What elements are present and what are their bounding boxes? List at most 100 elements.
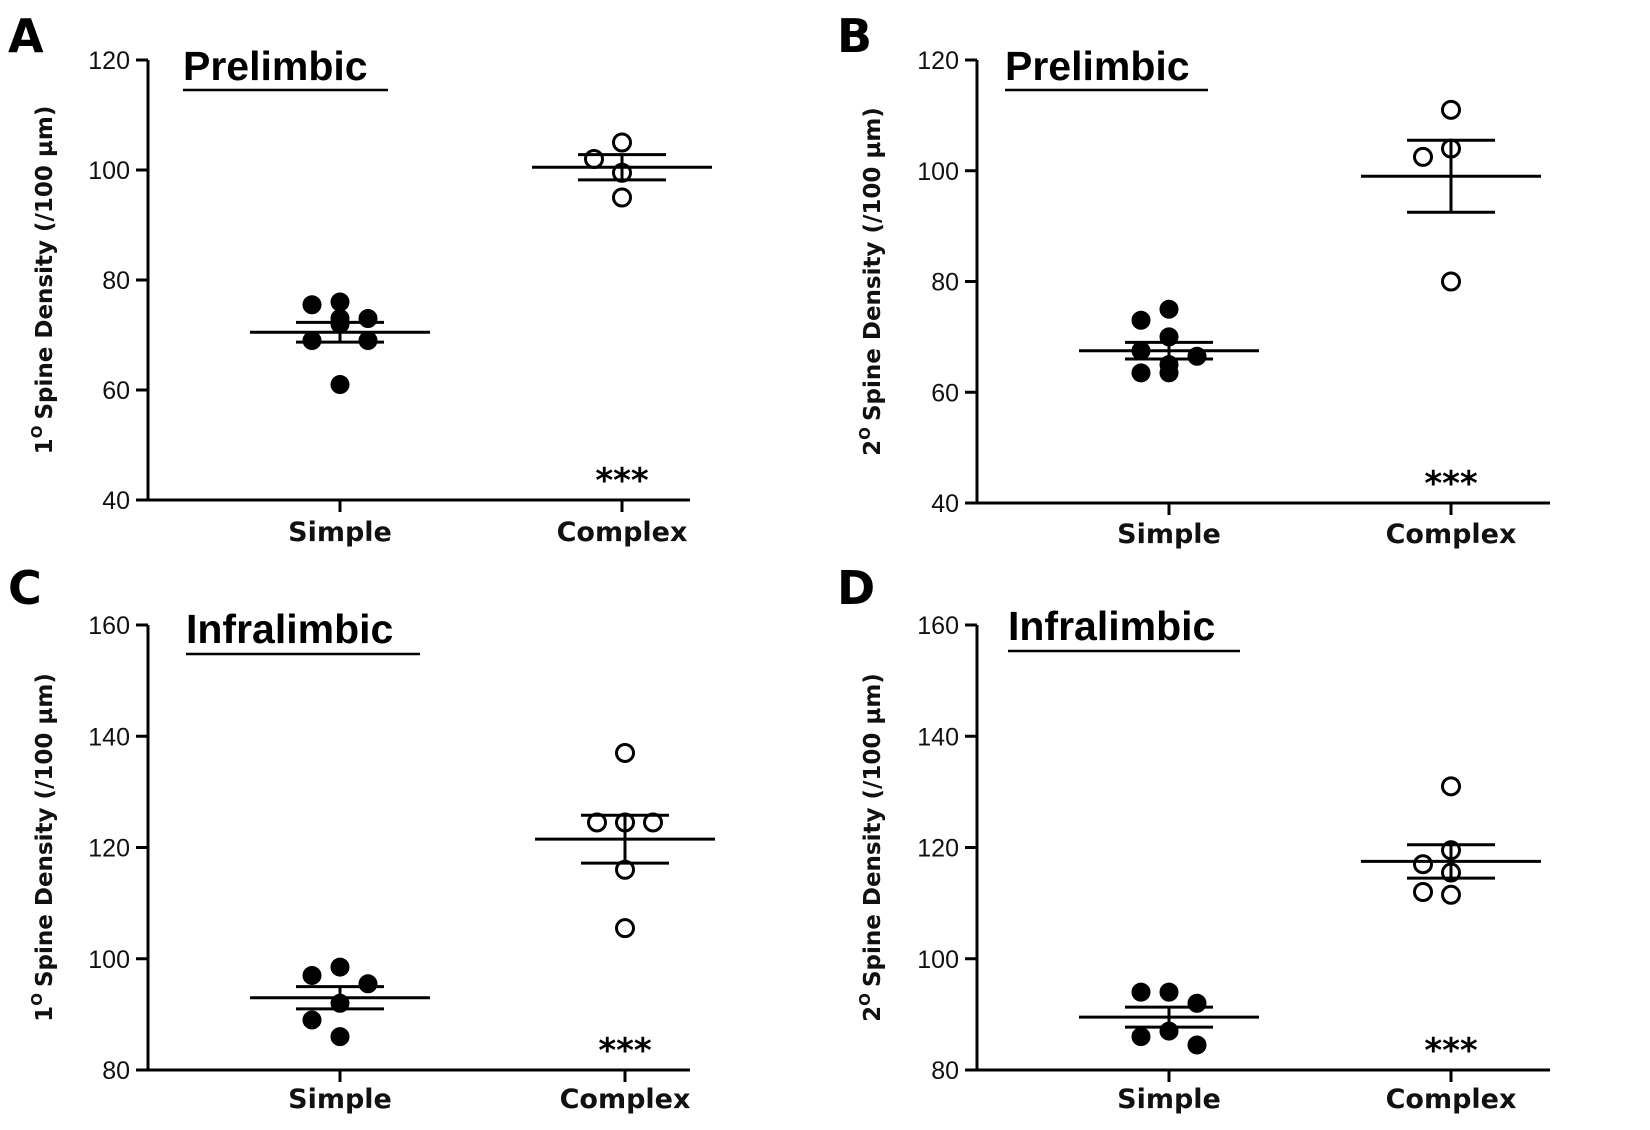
significance-label: *** (1424, 464, 1478, 504)
data-point (1159, 299, 1179, 319)
x-tick-label: Simple (1117, 519, 1221, 550)
data-point (1159, 982, 1179, 1002)
data-point (1413, 854, 1433, 875)
data-point (358, 331, 378, 350)
data-point (612, 187, 632, 208)
y-tick-label: 60 (931, 379, 959, 407)
y-tick-label: 140 (917, 723, 959, 751)
y-tick-label: 120 (917, 47, 959, 75)
y-axis-label-number: 2 (860, 440, 886, 456)
panel-title: Prelimbic (1005, 43, 1190, 89)
series-simple (250, 292, 430, 394)
panel-letter: A (8, 9, 44, 63)
data-point (330, 1027, 350, 1047)
y-tick-label: 80 (931, 1057, 959, 1085)
data-point (1187, 1035, 1207, 1055)
data-point (1187, 993, 1207, 1013)
x-tick-label: Simple (288, 517, 392, 548)
significance-label: *** (1424, 1031, 1478, 1071)
panel-letter: C (8, 561, 42, 615)
data-point (330, 292, 350, 312)
panel-letter: B (837, 9, 872, 63)
y-axis-label: 2O Spine Density (/100 µm) (856, 107, 886, 456)
y-tick-label: 120 (88, 835, 130, 863)
data-point (1441, 271, 1461, 292)
data-point (584, 149, 604, 169)
significance-label: *** (595, 461, 649, 501)
data-point (1131, 363, 1151, 383)
data-point (358, 974, 378, 994)
y-axis-label-superscript: O (856, 427, 874, 440)
x-tick-label: Simple (288, 1084, 392, 1115)
x-tick-label: Simple (1117, 1084, 1221, 1115)
x-tick-label: Complex (1386, 519, 1517, 550)
y-axis-label-superscript: O (856, 993, 874, 1006)
data-point (358, 309, 378, 328)
data-point (1413, 146, 1433, 167)
series-complex (1361, 99, 1541, 292)
series-simple (1079, 299, 1259, 383)
y-axis-label-superscript: O (28, 993, 46, 1006)
y-axis-label-text: Spine Density (/100 µm) (860, 107, 886, 421)
y-axis-label-number: 1 (32, 438, 58, 454)
y-axis-label: 1O Spine Density (/100 µm) (28, 106, 58, 455)
y-tick-label: 120 (917, 835, 959, 863)
data-point (1159, 363, 1179, 383)
y-tick-label: 140 (88, 723, 130, 751)
panel-title: Infralimbic (1008, 603, 1215, 649)
panel-title: Prelimbic (183, 43, 368, 89)
significance-label: *** (598, 1031, 652, 1071)
y-tick-label: 80 (102, 1057, 130, 1085)
y-tick-label: 160 (917, 612, 959, 640)
panel-b: B Prelimbic 40 60 80 100 120 2O Spine Density (/… (837, 9, 1550, 550)
y-tick-label: 100 (917, 946, 959, 974)
y-axis-label-text: Spine Density (/100 µm) (32, 106, 58, 420)
series-simple (250, 957, 430, 1047)
y-tick-label: 60 (102, 377, 130, 405)
x-tick-label: Complex (557, 517, 688, 548)
data-point (1131, 1027, 1151, 1047)
y-tick-label: 80 (102, 267, 130, 295)
y-axis-label-text: Spine Density (/100 µm) (32, 673, 58, 987)
data-point (615, 918, 635, 939)
y-tick-label: 160 (88, 612, 130, 640)
y-axis-label-text: Spine Density (/100 µm) (860, 673, 886, 987)
y-axis-label-number: 2 (860, 1006, 886, 1022)
y-tick-label: 40 (102, 487, 130, 515)
data-point (330, 375, 350, 394)
data-point (1441, 99, 1461, 120)
data-point (1413, 882, 1433, 902)
x-tick-label: Complex (1386, 1084, 1517, 1115)
data-point (615, 742, 635, 763)
panel-a: A Prelimbic 40 60 80 100 120 1O Spine Density (/… (8, 9, 712, 548)
panel-title: Infralimbic (186, 606, 393, 652)
data-point (612, 132, 632, 153)
series-simple (1079, 982, 1259, 1055)
data-point (1131, 982, 1151, 1002)
panel-c: C Infralimbic 80 100 120 140 160 1O Spine Densit… (8, 561, 715, 1115)
y-axis-label: 2O Spine Density (/100 µm) (856, 673, 886, 1022)
y-axis-label: 1O Spine Density (/100 µm) (28, 673, 58, 1022)
y-tick-label: 100 (88, 157, 130, 185)
data-point (302, 295, 322, 315)
data-point (302, 331, 322, 350)
data-point (330, 957, 350, 977)
data-point (302, 965, 322, 985)
y-axis-label-superscript: O (28, 426, 46, 439)
y-tick-label: 100 (88, 946, 130, 974)
y-axis-label-number: 1 (32, 1006, 58, 1022)
y-tick-label: 120 (88, 47, 130, 75)
series-complex (532, 132, 712, 208)
panel-d: D Infralimbic 80 100 120 140 160 2O Spine Densit… (837, 561, 1550, 1115)
data-point (302, 1010, 322, 1030)
series-complex (1361, 776, 1541, 905)
data-point (1441, 884, 1461, 905)
y-tick-label: 100 (917, 158, 959, 186)
series-complex (535, 742, 715, 939)
y-tick-label: 80 (931, 269, 959, 297)
y-tick-label: 40 (931, 490, 959, 518)
data-point (1131, 310, 1151, 330)
data-point (1441, 776, 1461, 797)
panel-letter: D (837, 561, 875, 615)
